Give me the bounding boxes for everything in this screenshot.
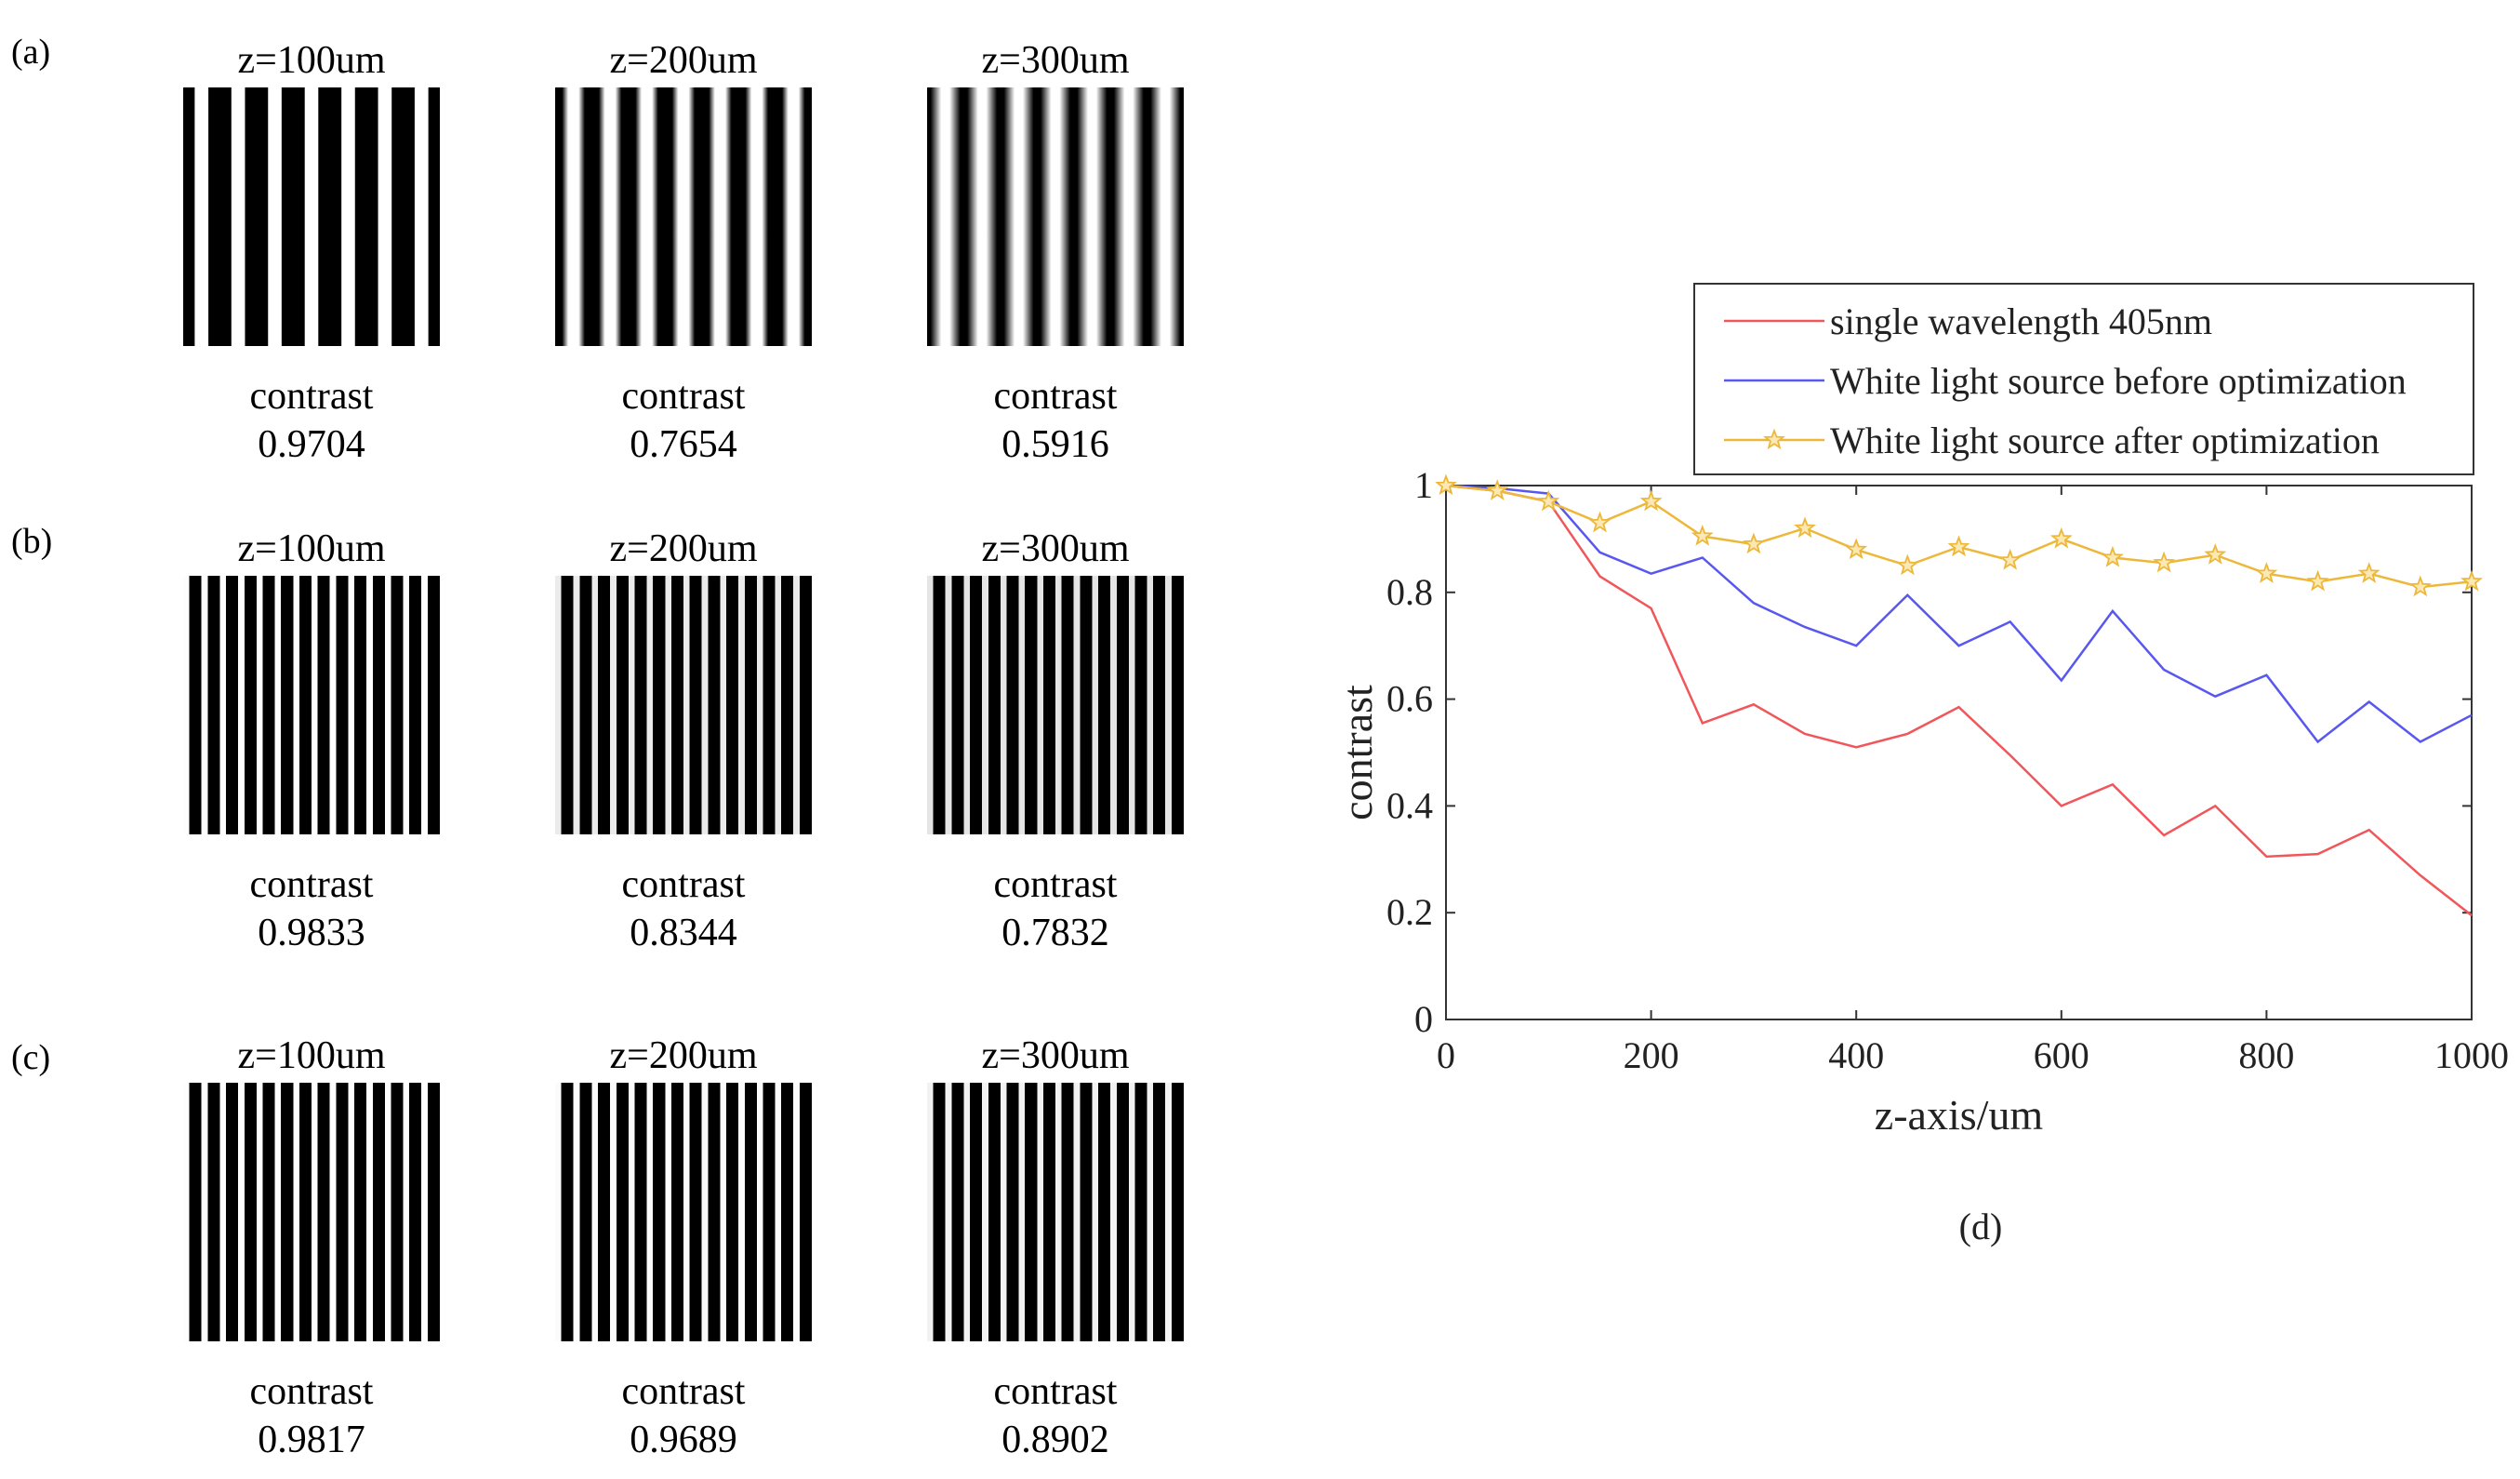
contrast-value: 0.7832 xyxy=(1001,912,1109,954)
grating-pattern-image xyxy=(183,1083,440,1341)
series-point-star xyxy=(1845,538,1868,560)
depth-title: z=200um xyxy=(609,1034,758,1077)
series-point-star xyxy=(2460,569,2483,592)
grating-pattern-image xyxy=(927,1083,1184,1341)
depth-title: z=300um xyxy=(981,527,1130,570)
grating-cell: z=300um contrast 0.5916 xyxy=(879,37,1232,469)
x-tick-label: 600 xyxy=(2034,1034,2089,1076)
contrast-value: 0.9817 xyxy=(258,1419,365,1461)
series-point-star xyxy=(2153,551,2176,573)
panel-label: (a) xyxy=(11,33,51,72)
panel-label-d: (d) xyxy=(1959,1206,2003,1247)
depth-title: z=100um xyxy=(237,1034,386,1077)
panel-label: (b) xyxy=(11,522,53,561)
depth-title: z=100um xyxy=(237,39,386,82)
series-line-1 xyxy=(1445,484,2473,744)
series-point-star xyxy=(2049,526,2073,549)
contrast-value: 0.9689 xyxy=(630,1419,737,1461)
contrast-value: 0.7654 xyxy=(630,423,737,466)
depth-title: z=300um xyxy=(981,39,1130,82)
x-tick-label: 200 xyxy=(1624,1034,1679,1076)
contrast-value: 0.9833 xyxy=(258,912,365,954)
grating-cell: z=100um contrast 0.9817 xyxy=(135,1033,488,1464)
contrast-label: contrast xyxy=(249,375,374,418)
contrast-value: 0.9704 xyxy=(258,423,365,466)
grating-pattern-image xyxy=(555,87,812,346)
grating-pattern-image xyxy=(927,87,1184,346)
grating-pattern-image xyxy=(555,576,812,834)
series-point-star xyxy=(1435,473,1457,496)
contrast-label: contrast xyxy=(621,1370,746,1413)
series-point-star xyxy=(1537,489,1560,512)
contrast-label: contrast xyxy=(993,1370,1118,1413)
series-point-star xyxy=(1486,479,1509,500)
y-tick-label: 0.4 xyxy=(1386,784,1433,826)
series-point-star xyxy=(2101,545,2124,567)
series-point-star xyxy=(1639,489,1663,512)
legend-entry-0: single wavelength 405nm xyxy=(1830,300,2212,342)
depth-title: z=100um xyxy=(237,527,386,570)
grating-cell: z=100um contrast 0.9833 xyxy=(135,526,488,957)
series-point-star xyxy=(1896,553,1919,576)
series-point-star xyxy=(2408,575,2432,597)
grating-cell: z=200um contrast 0.9689 xyxy=(507,1033,860,1464)
contrast-value: 0.8344 xyxy=(630,912,737,954)
series-line-0 xyxy=(1445,484,2473,917)
x-axis-label: z-axis/um xyxy=(1875,1091,2044,1139)
legend-entry-1: White light source before optimization xyxy=(1830,360,2407,402)
series-point-star xyxy=(1947,535,1970,557)
x-tick-label: 800 xyxy=(2238,1034,2294,1076)
series-point-star xyxy=(2357,562,2381,583)
grating-cell: z=300um contrast 0.8902 xyxy=(879,1033,1232,1464)
contrast-label: contrast xyxy=(993,863,1118,906)
grating-cell: z=200um contrast 0.7654 xyxy=(507,37,860,469)
contrast-label: contrast xyxy=(621,863,746,906)
y-tick-label: 1 xyxy=(1414,464,1433,506)
depth-title: z=300um xyxy=(981,1034,1130,1077)
y-tick-label: 0.6 xyxy=(1386,678,1433,720)
plot-frame xyxy=(1445,485,2473,1020)
depth-title: z=200um xyxy=(609,527,758,570)
series-point-star xyxy=(2306,569,2329,592)
legend-star-marker xyxy=(1763,428,1785,450)
y-tick-label: 0.2 xyxy=(1386,891,1433,933)
series-point-star xyxy=(1691,524,1714,546)
contrast-label: contrast xyxy=(249,863,374,906)
x-tick-label: 0 xyxy=(1437,1034,1455,1076)
contrast-value: 0.5916 xyxy=(1001,423,1109,466)
grating-pattern-image xyxy=(555,1083,812,1341)
legend-box xyxy=(1693,283,2474,475)
series-point-star xyxy=(1742,532,1765,554)
y-axis-label: contrast xyxy=(1333,685,1381,820)
series-point-star xyxy=(1588,511,1611,533)
contrast-label: contrast xyxy=(993,375,1118,418)
series-point-star xyxy=(2204,543,2227,565)
contrast-label: contrast xyxy=(249,1370,374,1413)
grating-cell: z=100um contrast 0.9704 xyxy=(135,37,488,469)
depth-title: z=200um xyxy=(609,39,758,82)
legend-entry-2: White light source after optimization xyxy=(1830,420,2380,461)
contrast-value: 0.8902 xyxy=(1001,1419,1109,1461)
series-point-star xyxy=(1794,516,1817,539)
y-tick-label: 0.8 xyxy=(1386,571,1433,613)
series-point-star xyxy=(1998,548,2022,570)
series-point-star xyxy=(2255,562,2278,583)
grating-cell: z=200um contrast 0.8344 xyxy=(507,526,860,957)
y-tick-label: 0 xyxy=(1414,998,1433,1040)
contrast-label: contrast xyxy=(621,375,746,418)
grating-pattern-image xyxy=(183,576,440,834)
x-tick-label: 1000 xyxy=(2434,1034,2509,1076)
x-tick-label: 400 xyxy=(1828,1034,1884,1076)
panel-label: (c) xyxy=(11,1038,51,1077)
grating-cell: z=300um contrast 0.7832 xyxy=(879,526,1232,957)
grating-pattern-image xyxy=(927,576,1184,834)
grating-pattern-image xyxy=(183,87,440,346)
